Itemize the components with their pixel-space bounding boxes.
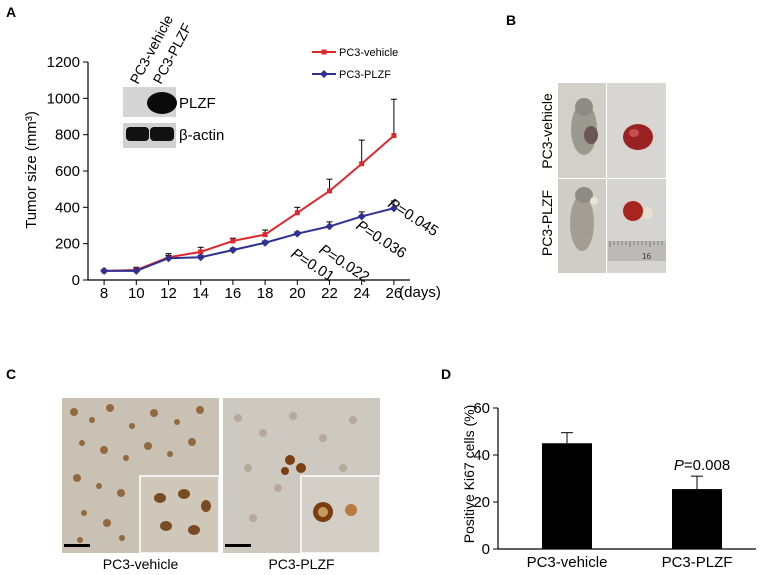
data-point bbox=[261, 238, 270, 247]
x-tick-label: 12 bbox=[160, 285, 177, 302]
x-tick-label: 14 bbox=[192, 285, 209, 302]
y-tick-label: 600 bbox=[55, 163, 80, 180]
data-point bbox=[164, 254, 173, 263]
bar bbox=[542, 443, 592, 549]
ihc-image-plzf bbox=[223, 398, 380, 553]
y-tick-label: 40 bbox=[473, 447, 490, 464]
data-point bbox=[196, 253, 205, 262]
bar bbox=[672, 489, 722, 549]
y-axis-label: Positive Ki67 cells (%) bbox=[461, 405, 477, 544]
y-tick-label: 1000 bbox=[47, 90, 80, 107]
y-tick-label: 60 bbox=[473, 400, 490, 417]
data-point bbox=[293, 229, 302, 238]
bar-pvalue-prefix: P bbox=[674, 457, 684, 474]
x-tick-label: 18 bbox=[257, 285, 274, 302]
blot-plzf-band bbox=[147, 92, 177, 114]
panel-label-c: C bbox=[6, 366, 17, 382]
y-tick-label: 0 bbox=[72, 272, 80, 289]
bar-pvalue-text: =0.008 bbox=[684, 457, 730, 474]
data-point bbox=[262, 232, 268, 238]
photo-row-labels: PC3-vehicle PC3-PLZF bbox=[539, 93, 555, 256]
series-line bbox=[104, 207, 395, 272]
panel-label-d: D bbox=[441, 366, 452, 382]
data-point bbox=[230, 238, 236, 244]
tumor-growth-line-chart: Tumor size (mm³) (days) 0 200 400 600 800 100… bbox=[23, 12, 441, 302]
y-tick-label: 800 bbox=[55, 127, 80, 144]
western-blot-inset: PC3-vehicle PC3-PLZF PLZF β-actin bbox=[123, 12, 224, 148]
x-tick-label: 24 bbox=[353, 285, 370, 302]
ruler-number: 16 bbox=[642, 252, 651, 261]
data-point bbox=[327, 188, 332, 194]
x-tick-label: 20 bbox=[289, 285, 306, 302]
ihc-caption-plzf: PC3-PLZF bbox=[268, 556, 335, 572]
p-value-label: P=0.036 bbox=[353, 217, 409, 262]
legend-marker bbox=[321, 49, 327, 55]
data-point bbox=[357, 212, 366, 221]
data-point bbox=[294, 210, 300, 216]
y-tick-label: 1200 bbox=[47, 54, 80, 71]
mouse-photo-image: 16 bbox=[558, 83, 666, 273]
bar-pvalue: P=0.008 bbox=[674, 457, 730, 474]
ki67-bar-chart: Positive Ki67 cells (%) 0 20 40 60 PC3-vehi… bbox=[461, 400, 756, 571]
x-category-label: PC3-PLZF bbox=[662, 554, 733, 571]
data-point bbox=[391, 133, 397, 139]
data-point bbox=[359, 161, 365, 167]
blot-actin-band-vehicle bbox=[126, 127, 149, 141]
blot-row-label-plzf: PLZF bbox=[179, 95, 216, 112]
x-tick-label: 16 bbox=[225, 285, 242, 302]
legend-label: PC3-vehicle bbox=[339, 47, 398, 59]
photo-label-plzf: PC3-PLZF bbox=[539, 190, 555, 256]
series-line bbox=[104, 134, 395, 272]
legend-marker bbox=[320, 70, 328, 78]
p-value-label: P=0.045 bbox=[385, 195, 441, 240]
y-tick-label: 20 bbox=[473, 494, 490, 511]
data-point bbox=[325, 222, 334, 231]
data-point bbox=[198, 249, 204, 255]
ihc-caption-vehicle: PC3-vehicle bbox=[102, 556, 179, 572]
x-tick-label: 26 bbox=[386, 285, 403, 302]
blot-actin-band-plzf bbox=[150, 127, 174, 141]
p-value-text: =0.045 bbox=[393, 201, 441, 240]
data-point bbox=[132, 266, 141, 275]
y-tick-label: 0 bbox=[482, 541, 490, 558]
legend-label: PC3-PLZF bbox=[339, 69, 391, 81]
panel-label-a: A bbox=[6, 4, 17, 20]
x-axis-label: (days) bbox=[399, 284, 441, 301]
panel-label-b: B bbox=[506, 12, 517, 28]
ihc-image-vehicle bbox=[62, 398, 219, 553]
y-axis-label: Tumor size (mm³) bbox=[23, 111, 40, 229]
mouse-photo-panel: 16 bbox=[558, 83, 666, 273]
blot-row-label-actin: β-actin bbox=[179, 127, 224, 144]
data-point bbox=[389, 204, 398, 213]
x-tick-label: 8 bbox=[100, 285, 108, 302]
data-point bbox=[100, 266, 109, 275]
p-value-text: =0.036 bbox=[361, 223, 409, 262]
data-point bbox=[228, 246, 237, 255]
y-tick-label: 400 bbox=[55, 199, 80, 216]
x-category-label: PC3-vehicle bbox=[527, 554, 608, 571]
y-tick-label: 200 bbox=[55, 236, 80, 253]
x-tick-label: 22 bbox=[321, 285, 338, 302]
photo-label-vehicle: PC3-vehicle bbox=[539, 93, 555, 169]
x-tick-label: 10 bbox=[128, 285, 145, 302]
